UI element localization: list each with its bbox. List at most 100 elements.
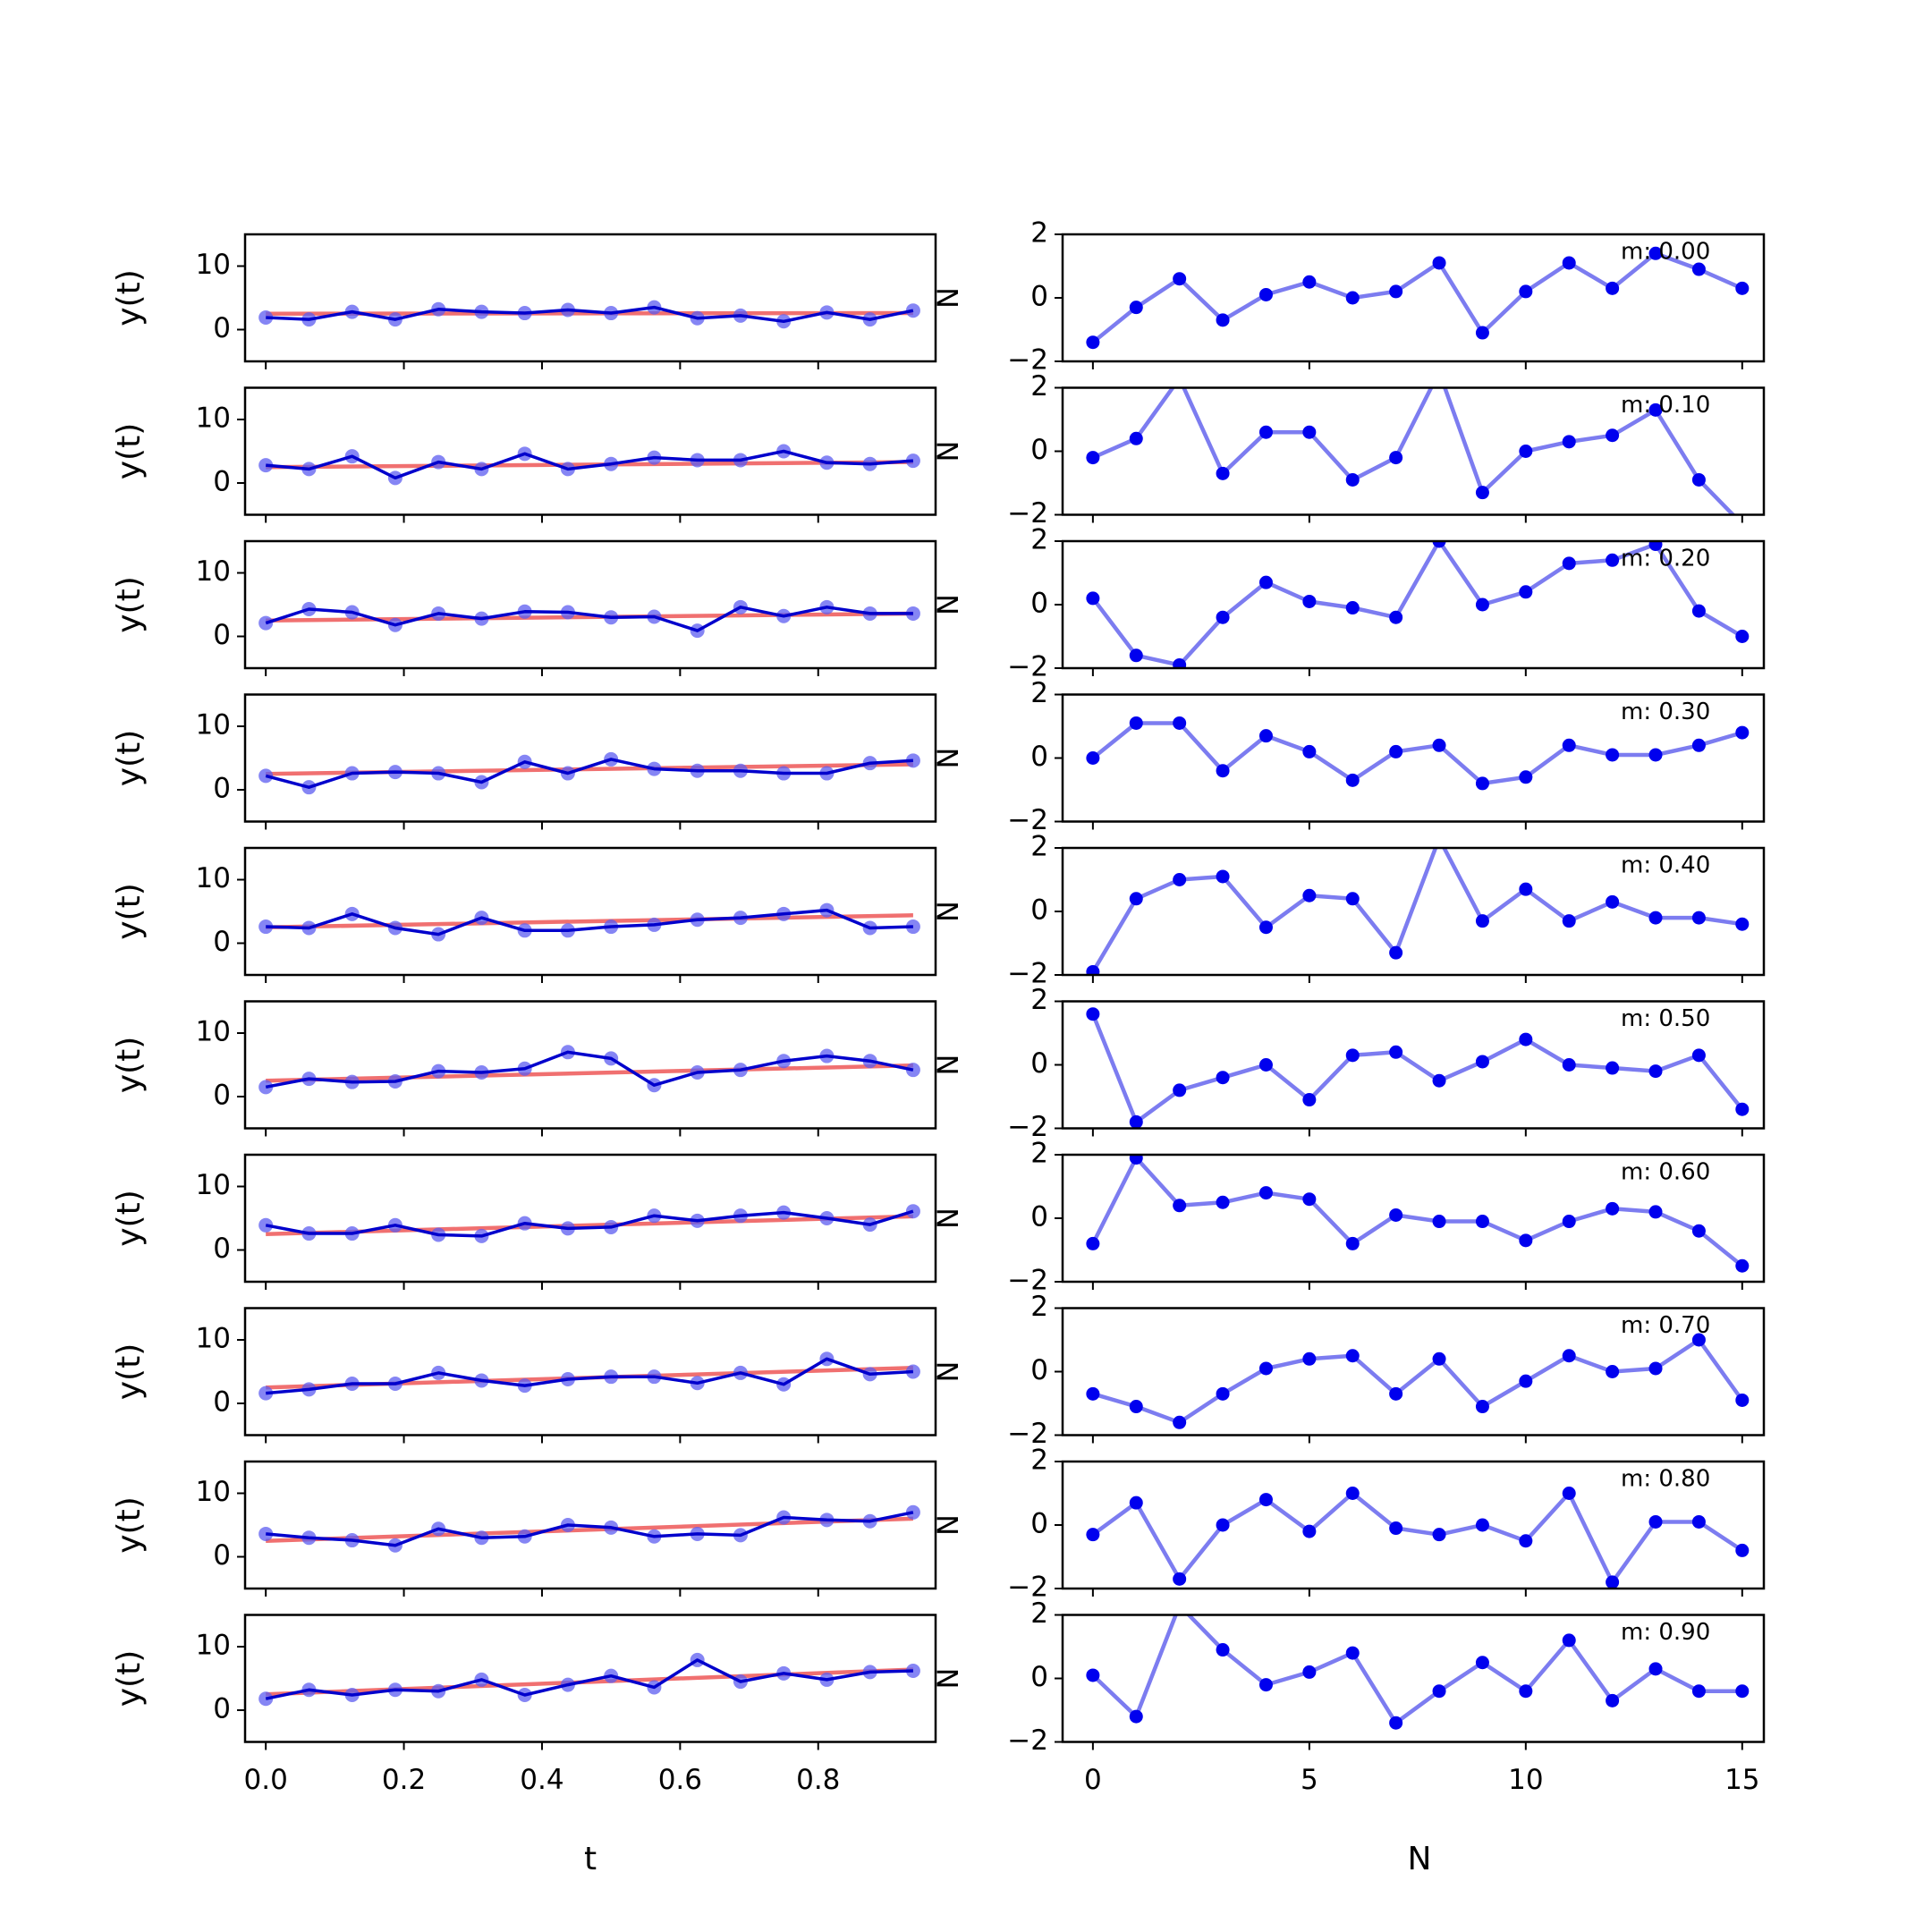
residual-point [1216, 313, 1230, 327]
data-point [258, 1385, 274, 1401]
residual-point [1648, 402, 1663, 417]
residual-point [1648, 1205, 1663, 1219]
residual-line [1091, 541, 1743, 667]
y-axis-label: y(t) [111, 1190, 148, 1247]
residual-point [1606, 894, 1620, 909]
residual-point [1389, 1386, 1403, 1401]
residual-line [1091, 721, 1743, 786]
y-axis-label: y(t) [111, 576, 148, 633]
y-axis-label: y(t) [111, 1037, 148, 1094]
y-tick-label: 0 [213, 1693, 231, 1725]
data-point [905, 1504, 920, 1520]
residual-y-axis-label: N [931, 1668, 965, 1690]
timeseries-plot-area [258, 1352, 920, 1401]
residuals-plot-area [1086, 1614, 1750, 1730]
residuals-panel: −2 0 2 0 5 10 15 m: 0.90 [1007, 1597, 1766, 1796]
residual-point [1648, 1064, 1663, 1079]
data-point [258, 1526, 274, 1541]
timeseries-plot-area [258, 1045, 920, 1095]
residual-point [1258, 1493, 1273, 1507]
timeseries-plot-area [258, 751, 920, 795]
residual-point [1302, 1524, 1317, 1538]
timeseries-frame [243, 386, 937, 516]
residual-point [1475, 1215, 1489, 1229]
timeseries-frame [243, 1614, 937, 1743]
timeseries-panel: 0 10 y(t) N [111, 1460, 965, 1597]
residual-line [1091, 1614, 1742, 1725]
data-point [258, 458, 274, 473]
residual-point [1475, 1656, 1489, 1670]
panels: 0 10 y(t) N −2 0 2 m: 0.00 0 10 y(t) N −2 0 2 m: 0.10 0 1… [111, 217, 1766, 1796]
y-tick-label: 0 [1030, 1508, 1048, 1540]
residual-point [1562, 556, 1576, 571]
y-axis-label: y(t) [111, 1496, 148, 1554]
data-line [266, 305, 914, 324]
timeseries-frame [243, 1460, 937, 1590]
residual-point [1129, 431, 1143, 445]
residual-point [1475, 914, 1489, 928]
x-tick-label: 0.2 [382, 1764, 426, 1796]
residual-point [1606, 1575, 1620, 1589]
fit-line [266, 1063, 913, 1083]
residual-point [1691, 472, 1706, 487]
fit-line [266, 1214, 913, 1236]
residual-line [1090, 1013, 1744, 1124]
data-point [258, 768, 274, 784]
residual-point [1216, 610, 1230, 624]
residual-point [1086, 1236, 1100, 1250]
stat-annotation: m: 0.10 [1621, 392, 1710, 419]
residual-point [1606, 553, 1620, 567]
residual-point [1302, 425, 1317, 439]
residual-point [1519, 770, 1533, 784]
residual-point [1562, 256, 1576, 270]
data-line [265, 1658, 913, 1700]
x-tick-label: 5 [1301, 1764, 1318, 1796]
data-point [258, 615, 274, 631]
residual-point [1173, 371, 1186, 385]
x-tick-label: 0 [1084, 1764, 1102, 1796]
residual-point [1173, 1199, 1187, 1213]
residual-point [1519, 882, 1533, 896]
residual-point [1691, 1048, 1706, 1063]
residual-line [1092, 1337, 1744, 1425]
residual-point [1475, 776, 1489, 791]
y-tick-label: 0 [213, 1080, 231, 1112]
data-line [265, 1209, 914, 1238]
residual-y-axis-label: N [931, 594, 965, 615]
residual-point [1302, 888, 1317, 902]
residual-line [1090, 1156, 1744, 1268]
y-tick-label: 0 [1030, 741, 1048, 773]
timeseries-plot-area [258, 1504, 920, 1553]
residual-point [1129, 892, 1143, 906]
y-tick-label: 10 [196, 249, 231, 281]
residual-point [1086, 451, 1100, 465]
residual-line [1090, 848, 1743, 973]
y-tick-label: 0 [1030, 1661, 1048, 1693]
data-line [266, 1357, 914, 1395]
residual-point [1389, 451, 1403, 465]
data-point [905, 1364, 920, 1379]
residual-point [1475, 1400, 1489, 1414]
residual-point [1345, 1646, 1360, 1660]
residual-point [1648, 246, 1663, 260]
residual-point [1475, 486, 1489, 500]
timeseries-frame [243, 539, 937, 670]
y-tick-label: 2 [1030, 1138, 1048, 1170]
residual-point [1389, 610, 1403, 624]
x-tick-label: 0.6 [658, 1764, 702, 1796]
residual-point [1173, 873, 1187, 886]
residuals-plot-area [1086, 541, 1750, 668]
x-tick-label: 0.4 [520, 1764, 564, 1796]
y-tick-label: 10 [196, 862, 231, 894]
residual-y-axis-label: N [931, 1055, 965, 1076]
timeseries-plot-area [258, 599, 920, 639]
residual-point [1691, 1684, 1706, 1699]
y-tick-label: 2 [1030, 1597, 1048, 1630]
timeseries-panel: 0 10 y(t) N [111, 386, 965, 523]
fit-line [266, 913, 913, 929]
residual-point [1216, 1518, 1230, 1532]
stat-annotation: m: 0.00 [1621, 239, 1710, 266]
residual-point [1432, 541, 1446, 548]
y-tick-label: 0 [1030, 1201, 1048, 1233]
y-tick-label: 10 [196, 1476, 231, 1508]
